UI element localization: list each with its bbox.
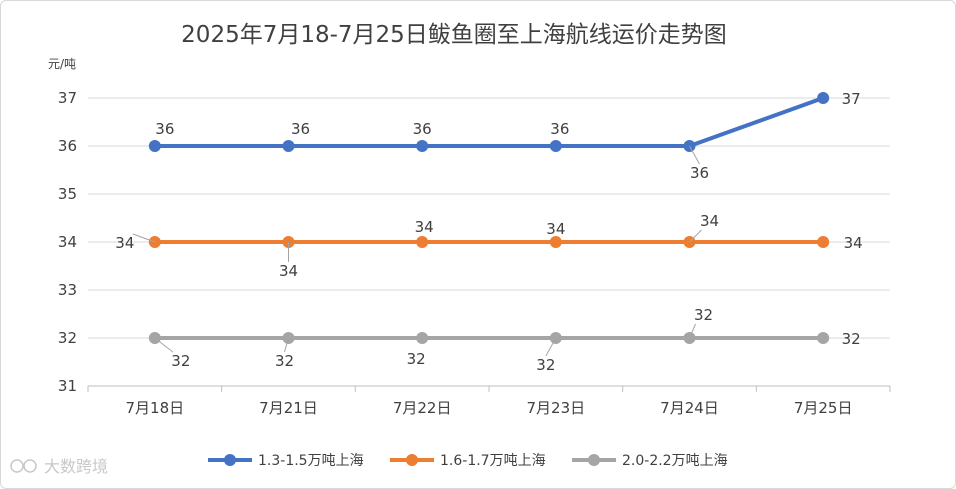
x-tick-label: 7月21日 <box>259 399 318 417</box>
data-label: 32 <box>275 352 294 370</box>
legend-swatch-marker <box>406 454 418 466</box>
x-tick-label: 7月24日 <box>660 399 719 417</box>
data-labels: 36 36 36 36 36 37 34 34 34 34 34 34 32 32 32 32 32 32 <box>115 90 862 374</box>
label-leader-line <box>132 233 156 243</box>
label-leader-line <box>284 337 289 353</box>
data-label: 34 <box>546 220 565 238</box>
data-label: 34 <box>700 212 719 230</box>
label-leader-line <box>689 145 700 165</box>
data-point <box>416 332 429 344</box>
data-label: 36 <box>550 120 569 138</box>
y-tick-label: 35 <box>58 185 77 203</box>
y-tick-label: 32 <box>58 329 77 347</box>
data-label: 32 <box>171 352 190 370</box>
data-label: 32 <box>407 350 426 368</box>
x-axis: 7月18日 7月21日 7月22日 7月23日 7月24日 7月25日 <box>87 386 891 417</box>
data-label: 32 <box>842 330 861 348</box>
y-tick-label: 31 <box>58 377 77 395</box>
x-tick-label: 7月22日 <box>393 399 452 417</box>
data-label: 34 <box>279 262 298 280</box>
label-leader-line <box>689 323 696 339</box>
series-line-1 <box>154 96 824 148</box>
x-tick-label: 7月23日 <box>527 399 586 417</box>
data-point <box>416 236 429 248</box>
legend: 1.3-1.5万吨上海 1.6-1.7万吨上海 2.0-2.2万吨上海 <box>208 453 728 469</box>
data-label: 32 <box>694 306 713 324</box>
data-point <box>817 332 830 344</box>
label-leader-line <box>154 337 174 353</box>
data-point <box>549 140 562 152</box>
data-label: 32 <box>536 356 555 374</box>
legend-swatch-marker <box>224 454 236 466</box>
data-label: 34 <box>415 218 434 236</box>
data-point <box>148 140 161 152</box>
data-label: 36 <box>291 120 310 138</box>
series-lines <box>148 92 830 344</box>
watermark: 大数跨境 <box>10 457 108 476</box>
legend-label: 2.0-2.2万吨上海 <box>622 453 728 469</box>
data-label: 36 <box>155 120 174 138</box>
data-point <box>817 92 830 104</box>
y-tick-label: 37 <box>58 89 77 107</box>
legend-label: 1.6-1.7万吨上海 <box>440 453 546 469</box>
data-point <box>817 236 830 248</box>
y-axis-unit: 元/吨 <box>48 57 76 71</box>
y-tick-label: 36 <box>58 137 77 155</box>
data-point <box>282 140 295 152</box>
data-label: 34 <box>844 234 863 252</box>
legend-label: 1.3-1.5万吨上海 <box>258 453 364 469</box>
legend-swatch-marker <box>588 454 600 466</box>
data-point <box>549 236 562 248</box>
data-point <box>416 140 429 152</box>
watermark-text: 大数跨境 <box>44 457 108 476</box>
x-tick-label: 7月18日 <box>126 399 185 417</box>
data-label: 36 <box>690 164 709 182</box>
y-axis-ticks: 31 32 33 34 35 36 37 <box>58 89 77 395</box>
chart-title: 2025年7月18-7月25日鲅鱼圈至上海航线运价走势图 <box>181 22 727 48</box>
data-label: 36 <box>413 120 432 138</box>
watermark-logo-icon-2 <box>23 459 37 473</box>
y-tick-label: 34 <box>58 233 77 251</box>
data-label: 37 <box>842 90 861 108</box>
x-tick-label: 7月25日 <box>794 399 853 417</box>
data-label: 34 <box>115 234 134 252</box>
watermark-logo-icon <box>10 459 24 473</box>
label-leader-line <box>689 229 702 243</box>
label-leader-line <box>545 337 557 357</box>
y-tick-label: 33 <box>58 281 77 299</box>
